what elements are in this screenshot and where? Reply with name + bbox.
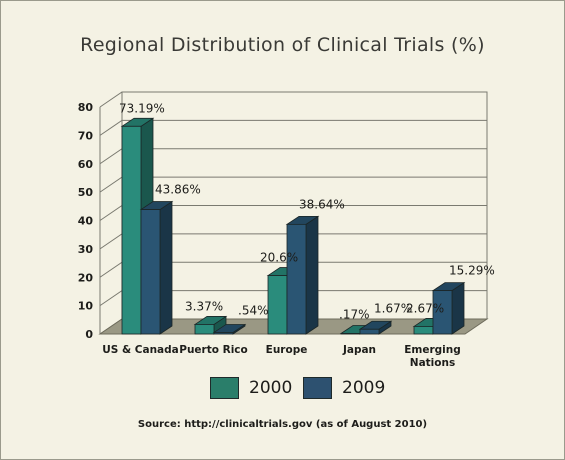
gridline xyxy=(99,148,487,165)
legend-swatch-2009 xyxy=(303,377,332,399)
data-label-2000: 2.67% xyxy=(406,301,444,315)
data-label-2009: 38.64% xyxy=(299,197,345,211)
data-label-2009: 43.86% xyxy=(155,183,201,197)
data-label-2000: 3.37% xyxy=(185,299,223,313)
bar-side-2009 xyxy=(305,215,319,335)
x-tick-label: Emerging Nations xyxy=(404,344,461,369)
source-note: Source: http://clinicaltrials.gov (as of… xyxy=(137,419,428,430)
legend-label-2000: 2000 xyxy=(249,378,293,398)
data-label-2009: 15.29% xyxy=(449,264,495,278)
gridline xyxy=(99,119,487,136)
legend-swatch-2000 xyxy=(210,377,239,399)
label-layer: 0 10 20 30 40 50 60 70 80 73.19% 43.86% US & Canada… xyxy=(78,101,495,369)
y-tick-label: 50 xyxy=(78,186,94,199)
legend-item-2009: 2009 xyxy=(303,377,385,399)
bar-layer xyxy=(120,117,466,335)
y-tick-label: 70 xyxy=(78,129,94,142)
y-tick-label: 80 xyxy=(78,101,94,114)
data-label-2000: 73.19% xyxy=(119,101,165,115)
y-tick-label: 30 xyxy=(78,243,94,256)
y-tick-label: 40 xyxy=(78,215,94,228)
x-tick-label: Japan xyxy=(342,344,376,356)
bar-side-2009 xyxy=(451,281,465,335)
bar-2000 xyxy=(340,333,361,335)
bar-2009 xyxy=(432,290,453,335)
bar-2009 xyxy=(213,332,234,335)
bar-2000 xyxy=(194,324,215,335)
y-tick-label: 10 xyxy=(78,300,94,313)
y-tick-label: 0 xyxy=(85,328,93,341)
legend-label-2009: 2009 xyxy=(342,378,386,398)
bar-2009 xyxy=(140,209,161,335)
bar-2009 xyxy=(286,223,307,335)
y-tick-label: 20 xyxy=(78,271,94,284)
y-tick-label: 60 xyxy=(78,158,94,171)
x-tick-label: Puerto Rico xyxy=(179,344,247,356)
bar-side-2009 xyxy=(159,200,173,335)
bar-2009 xyxy=(359,328,380,335)
gridline xyxy=(99,91,487,108)
data-label-2000: .17% xyxy=(339,308,370,322)
data-label-2009: 1.67% xyxy=(374,301,412,315)
bar-2000 xyxy=(267,275,288,335)
bar-2000 xyxy=(121,125,142,335)
data-label-2009: .54% xyxy=(238,303,269,317)
legend-item-2000: 2000 xyxy=(210,377,292,399)
bar-2000 xyxy=(413,326,434,335)
chart-title: Regional Distribution of Clinical Trials… xyxy=(80,34,485,56)
x-tick-label: US & Canada xyxy=(102,344,179,356)
data-label-2000: 20.6% xyxy=(260,251,298,265)
x-tick-label: Europe xyxy=(266,344,308,356)
